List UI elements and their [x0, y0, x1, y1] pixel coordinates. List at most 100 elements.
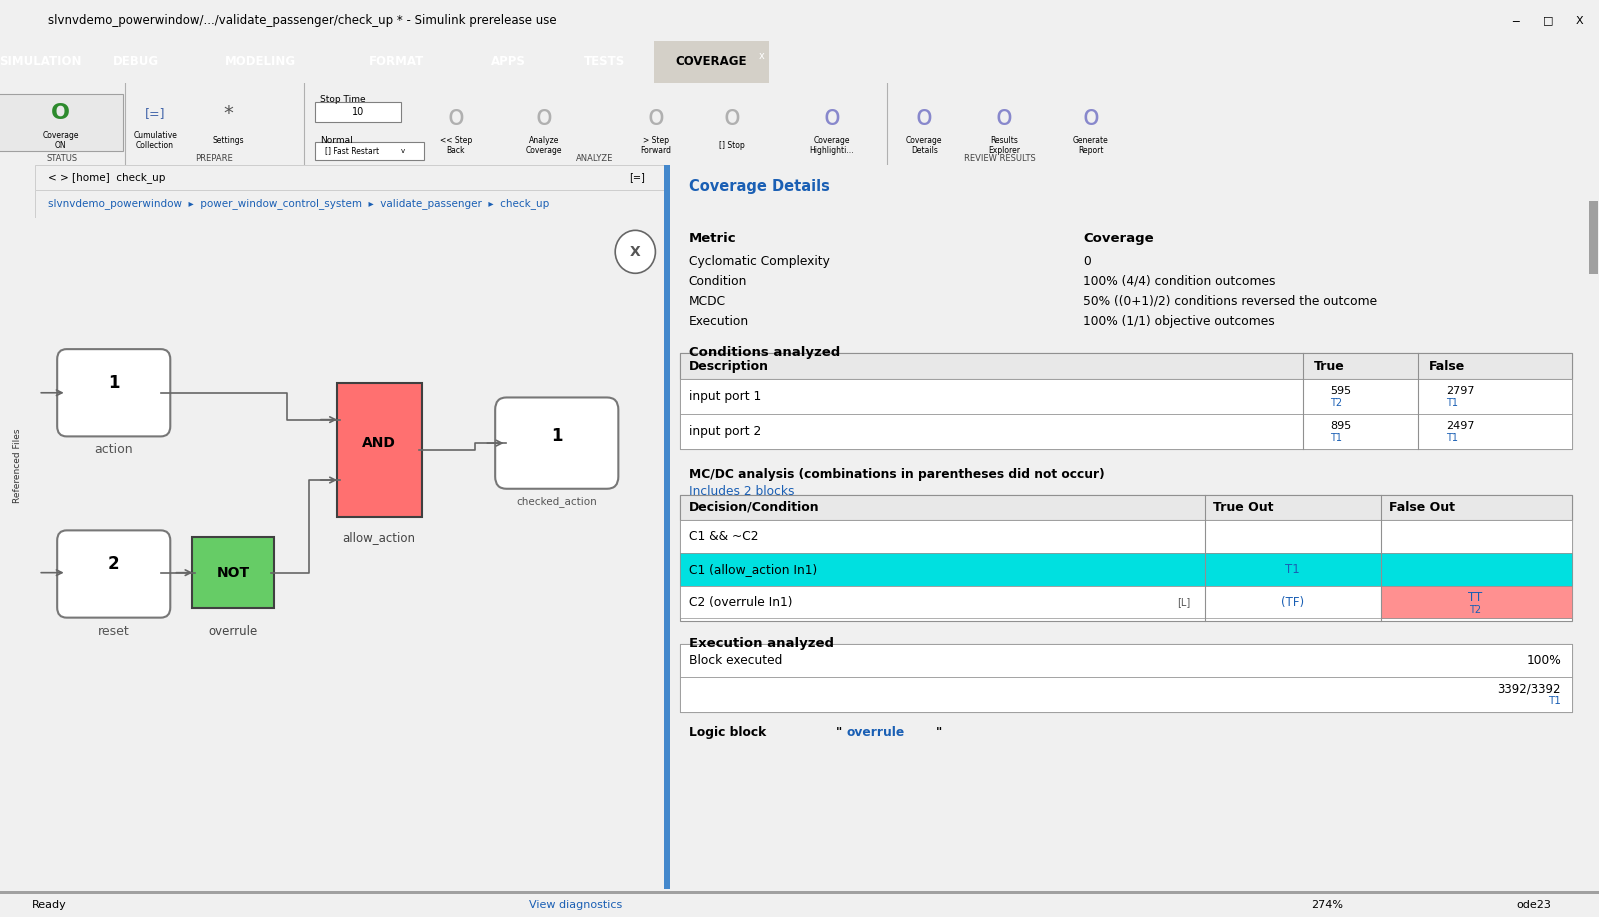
- Text: allow_action: allow_action: [342, 531, 416, 544]
- Text: 2497: 2497: [1445, 421, 1474, 431]
- Bar: [680, 677, 1572, 712]
- Text: Conditions analyzed: Conditions analyzed: [689, 346, 839, 359]
- Text: Generate
Report: Generate Report: [1073, 136, 1108, 155]
- Text: View diagnostics: View diagnostics: [529, 900, 622, 910]
- Text: slvnvdemo_powerwindow  ▸  power_window_control_system  ▸  validate_passenger  ▸ : slvnvdemo_powerwindow ▸ power_window_con…: [48, 199, 548, 209]
- Text: Execution: Execution: [689, 315, 748, 327]
- Text: Settings: Settings: [213, 136, 245, 145]
- Text: Description: Description: [689, 359, 769, 372]
- Text: Cumulative
Collection: Cumulative Collection: [133, 130, 177, 150]
- FancyBboxPatch shape: [315, 142, 424, 160]
- Text: [] Fast Restart: [] Fast Restart: [325, 147, 379, 156]
- Text: [=]: [=]: [146, 107, 165, 120]
- Text: o: o: [1083, 104, 1099, 131]
- Text: Coverage
Highlighti...: Coverage Highlighti...: [809, 136, 854, 155]
- Text: action: action: [94, 443, 133, 457]
- Text: input port 2: input port 2: [689, 425, 761, 438]
- Bar: [680, 414, 1572, 449]
- Text: [L]: [L]: [1177, 597, 1190, 607]
- Bar: [0, 891, 1599, 893]
- Bar: [680, 353, 1572, 449]
- Bar: [1204, 553, 1380, 586]
- Text: T1: T1: [1286, 563, 1300, 576]
- Text: □: □: [1543, 16, 1553, 26]
- Text: MODELING: MODELING: [225, 55, 296, 69]
- Text: False Out: False Out: [1390, 501, 1455, 514]
- Text: 3392/3392: 3392/3392: [1498, 682, 1561, 695]
- Text: Normal: Normal: [320, 136, 352, 145]
- Text: > Step
Forward: > Step Forward: [640, 136, 672, 155]
- Text: Coverage Details: Coverage Details: [689, 179, 830, 194]
- Text: T1: T1: [1445, 434, 1458, 444]
- Text: Analyze
Coverage: Analyze Coverage: [526, 136, 561, 155]
- Text: reset: reset: [98, 624, 130, 637]
- Text: 10: 10: [352, 107, 365, 117]
- Text: Block executed: Block executed: [689, 654, 782, 667]
- Text: Coverage
ON: Coverage ON: [43, 130, 78, 150]
- Text: True: True: [1314, 359, 1345, 372]
- Text: Results
Explorer: Results Explorer: [988, 136, 1020, 155]
- Bar: [680, 494, 1572, 520]
- Text: o: o: [648, 104, 664, 131]
- Text: Metric: Metric: [689, 232, 737, 245]
- Text: Decision/Condition: Decision/Condition: [689, 501, 819, 514]
- Text: C1 && ~C2: C1 && ~C2: [689, 530, 758, 543]
- Text: 1: 1: [552, 427, 563, 446]
- Circle shape: [616, 230, 656, 273]
- Text: TT: TT: [1468, 591, 1482, 604]
- Text: 50% ((0+1)/2) conditions reversed the outcome: 50% ((0+1)/2) conditions reversed the ou…: [1083, 294, 1377, 308]
- Text: Logic block: Logic block: [689, 726, 771, 739]
- FancyBboxPatch shape: [58, 530, 169, 618]
- Text: < > [home]  check_up: < > [home] check_up: [48, 172, 165, 182]
- Text: T1: T1: [1330, 434, 1343, 444]
- Text: True Out: True Out: [1214, 501, 1273, 514]
- Text: Stop Time: Stop Time: [320, 94, 366, 104]
- Text: *: *: [224, 105, 233, 124]
- Text: 895: 895: [1330, 421, 1351, 431]
- Text: MC/DC analysis (combinations in parentheses did not occur): MC/DC analysis (combinations in parenthe…: [689, 468, 1105, 481]
- Text: x: x: [758, 50, 764, 61]
- Text: T1: T1: [1548, 696, 1561, 706]
- FancyBboxPatch shape: [0, 94, 123, 150]
- Text: MCDC: MCDC: [689, 294, 726, 308]
- Text: o: o: [536, 104, 552, 131]
- Text: o: o: [823, 104, 839, 131]
- Text: Coverage: Coverage: [1083, 232, 1153, 245]
- Text: Condition: Condition: [689, 275, 747, 288]
- Text: PREPARE: PREPARE: [195, 153, 233, 162]
- Text: ─: ─: [1513, 16, 1519, 26]
- Text: slvnvdemo_powerwindow/.../validate_passenger/check_up * - Simulink prerelease us: slvnvdemo_powerwindow/.../validate_passe…: [48, 14, 556, 28]
- Bar: [680, 644, 1572, 712]
- Text: T2: T2: [1469, 605, 1481, 615]
- Text: << Step
Back: << Step Back: [440, 136, 472, 155]
- Text: 2797: 2797: [1445, 385, 1474, 395]
- Text: T2: T2: [1330, 398, 1343, 408]
- Text: [] Stop: [] Stop: [720, 140, 745, 149]
- Text: overrule: overrule: [208, 624, 257, 637]
- Bar: [680, 520, 1572, 553]
- Text: 274%: 274%: [1311, 900, 1343, 910]
- Text: APPS: APPS: [491, 55, 526, 69]
- Text: DEBUG: DEBUG: [114, 55, 158, 69]
- Bar: [1380, 586, 1572, 618]
- FancyBboxPatch shape: [315, 102, 401, 122]
- Bar: [680, 379, 1572, 414]
- FancyBboxPatch shape: [192, 537, 273, 608]
- Bar: [680, 553, 1572, 586]
- Text: ANALYZE: ANALYZE: [576, 153, 614, 162]
- Text: REVIEW RESULTS: REVIEW RESULTS: [964, 153, 1035, 162]
- Text: 100% (4/4) condition outcomes: 100% (4/4) condition outcomes: [1083, 275, 1276, 288]
- Text: 0: 0: [1083, 255, 1091, 268]
- Bar: [680, 644, 1572, 677]
- Text: NOT: NOT: [216, 566, 249, 580]
- Text: 100% (1/1) objective outcomes: 100% (1/1) objective outcomes: [1083, 315, 1274, 327]
- FancyBboxPatch shape: [496, 397, 619, 489]
- Text: overrule: overrule: [846, 726, 905, 739]
- Text: O: O: [51, 103, 70, 123]
- Text: X: X: [1577, 16, 1583, 26]
- Text: COVERAGE: COVERAGE: [676, 55, 747, 69]
- Bar: [1589, 201, 1597, 273]
- Text: 1: 1: [109, 374, 120, 392]
- Text: Includes 2 blocks: Includes 2 blocks: [689, 485, 795, 498]
- Text: TESTS: TESTS: [584, 55, 625, 69]
